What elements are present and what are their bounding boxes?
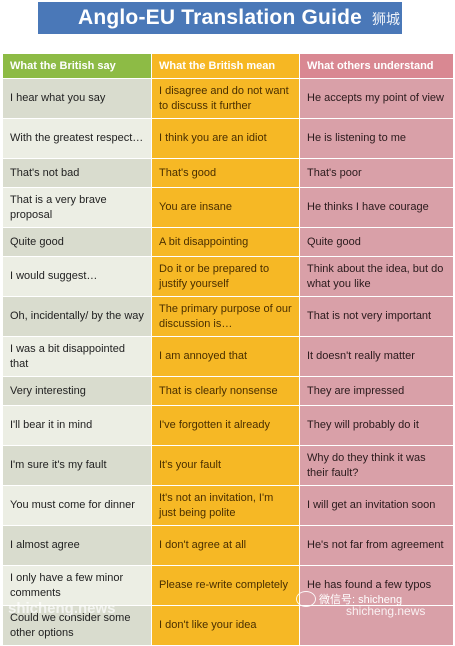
cell-understand: They are impressed [299,376,454,406]
cell-say: I would suggest… [2,256,152,297]
cell-mean: I am annoyed that [151,336,300,377]
cell-mean: I don't like your idea [151,605,300,646]
cell-mean: That is clearly nonsense [151,376,300,406]
page-title: Anglo-EU Translation Guide [77,6,363,29]
table-row: That's not bad That's good That's poor [2,158,454,188]
cell-mean: A bit disappointing [151,227,300,257]
cell-say: I almost agree [2,525,152,566]
header-british-say: What the British say [2,53,152,79]
table-row: That is a very brave proposal You are in… [2,187,454,228]
site-watermark: shicheng.news [346,604,426,618]
table-row: I almost agree I don't agree at all He's… [2,525,454,566]
cell-mean: It's not an invitation, I'm just being p… [151,485,300,526]
wechat-icon [296,591,316,607]
table-row: I hear what you say I disagree and do no… [2,78,454,119]
cell-say: I hear what you say [2,78,152,119]
cell-understand: He's not far from agreement [299,525,454,566]
table-row: I'll bear it in mind I've forgotten it a… [2,405,454,446]
cell-say: Very interesting [2,376,152,406]
cell-mean: I disagree and do not want to discuss it… [151,78,300,119]
bottom-watermark: shicheng.news [8,600,116,617]
cell-mean: Please re-write completely [151,565,300,606]
cell-understand: Think about the idea, but do what you li… [299,256,454,297]
cell-mean: That's good [151,158,300,188]
cell-say: That is a very brave proposal [2,187,152,228]
cell-mean: You are insane [151,187,300,228]
cell-say: You must come for dinner [2,485,152,526]
cell-mean: The primary purpose of our discussion is… [151,296,300,337]
cell-understand: He accepts my point of view [299,78,454,119]
cell-understand: He is listening to me [299,118,454,159]
table-row: Very interesting That is clearly nonsens… [2,376,454,406]
cell-say: With the greatest respect… [2,118,152,159]
cell-say: That's not bad [2,158,152,188]
title-banner: Anglo-EU Translation Guide 狮城 [38,2,402,34]
cell-understand: It doesn't really matter [299,336,454,377]
cell-say: I only have a few minor comments [2,565,152,606]
cell-say: I'll bear it in mind [2,405,152,446]
table-row: You must come for dinner It's not an inv… [2,485,454,526]
cell-mean: It's your fault [151,445,300,486]
cell-understand: He thinks I have courage [299,187,454,228]
table-row: I'm sure it's my fault It's your fault W… [2,445,454,486]
header-british-mean: What the British mean [151,53,300,79]
cell-mean: I don't agree at all [151,525,300,566]
title-watermark: 狮城 [372,11,400,27]
cell-understand: They will probably do it [299,405,454,446]
cell-mean: I've forgotten it already [151,405,300,446]
cell-say: I'm sure it's my fault [2,445,152,486]
cell-understand: Why do they think it was their fault? [299,445,454,486]
wechat-watermark: 微信号: shicheng [296,591,402,607]
cell-understand: I will get an invitation soon [299,485,454,526]
table-row: I was a bit disappointed that I am annoy… [2,336,454,377]
table-row: Quite good A bit disappointing Quite goo… [2,227,454,257]
cell-mean: Do it or be prepared to justify yourself [151,256,300,297]
cell-understand: That's poor [299,158,454,188]
wechat-id: 微信号: shicheng [319,594,403,606]
cell-mean: I think you are an idiot [151,118,300,159]
cell-understand: Quite good [299,227,454,257]
table-row: I only have a few minor comments Please … [2,565,454,606]
cell-understand: That is not very important [299,296,454,337]
cell-say: I was a bit disappointed that [2,336,152,377]
table-row: I would suggest… Do it or be prepared to… [2,256,454,297]
cell-say: Oh, incidentally/ by the way [2,296,152,337]
table-row: With the greatest respect… I think you a… [2,118,454,159]
header-others-understand: What others understand [299,53,454,79]
cell-say: Quite good [2,227,152,257]
table-row: Oh, incidentally/ by the way The primary… [2,296,454,337]
translation-table: What the British say What the British me… [2,53,454,646]
cell-understand: He has found a few typos [299,565,454,606]
